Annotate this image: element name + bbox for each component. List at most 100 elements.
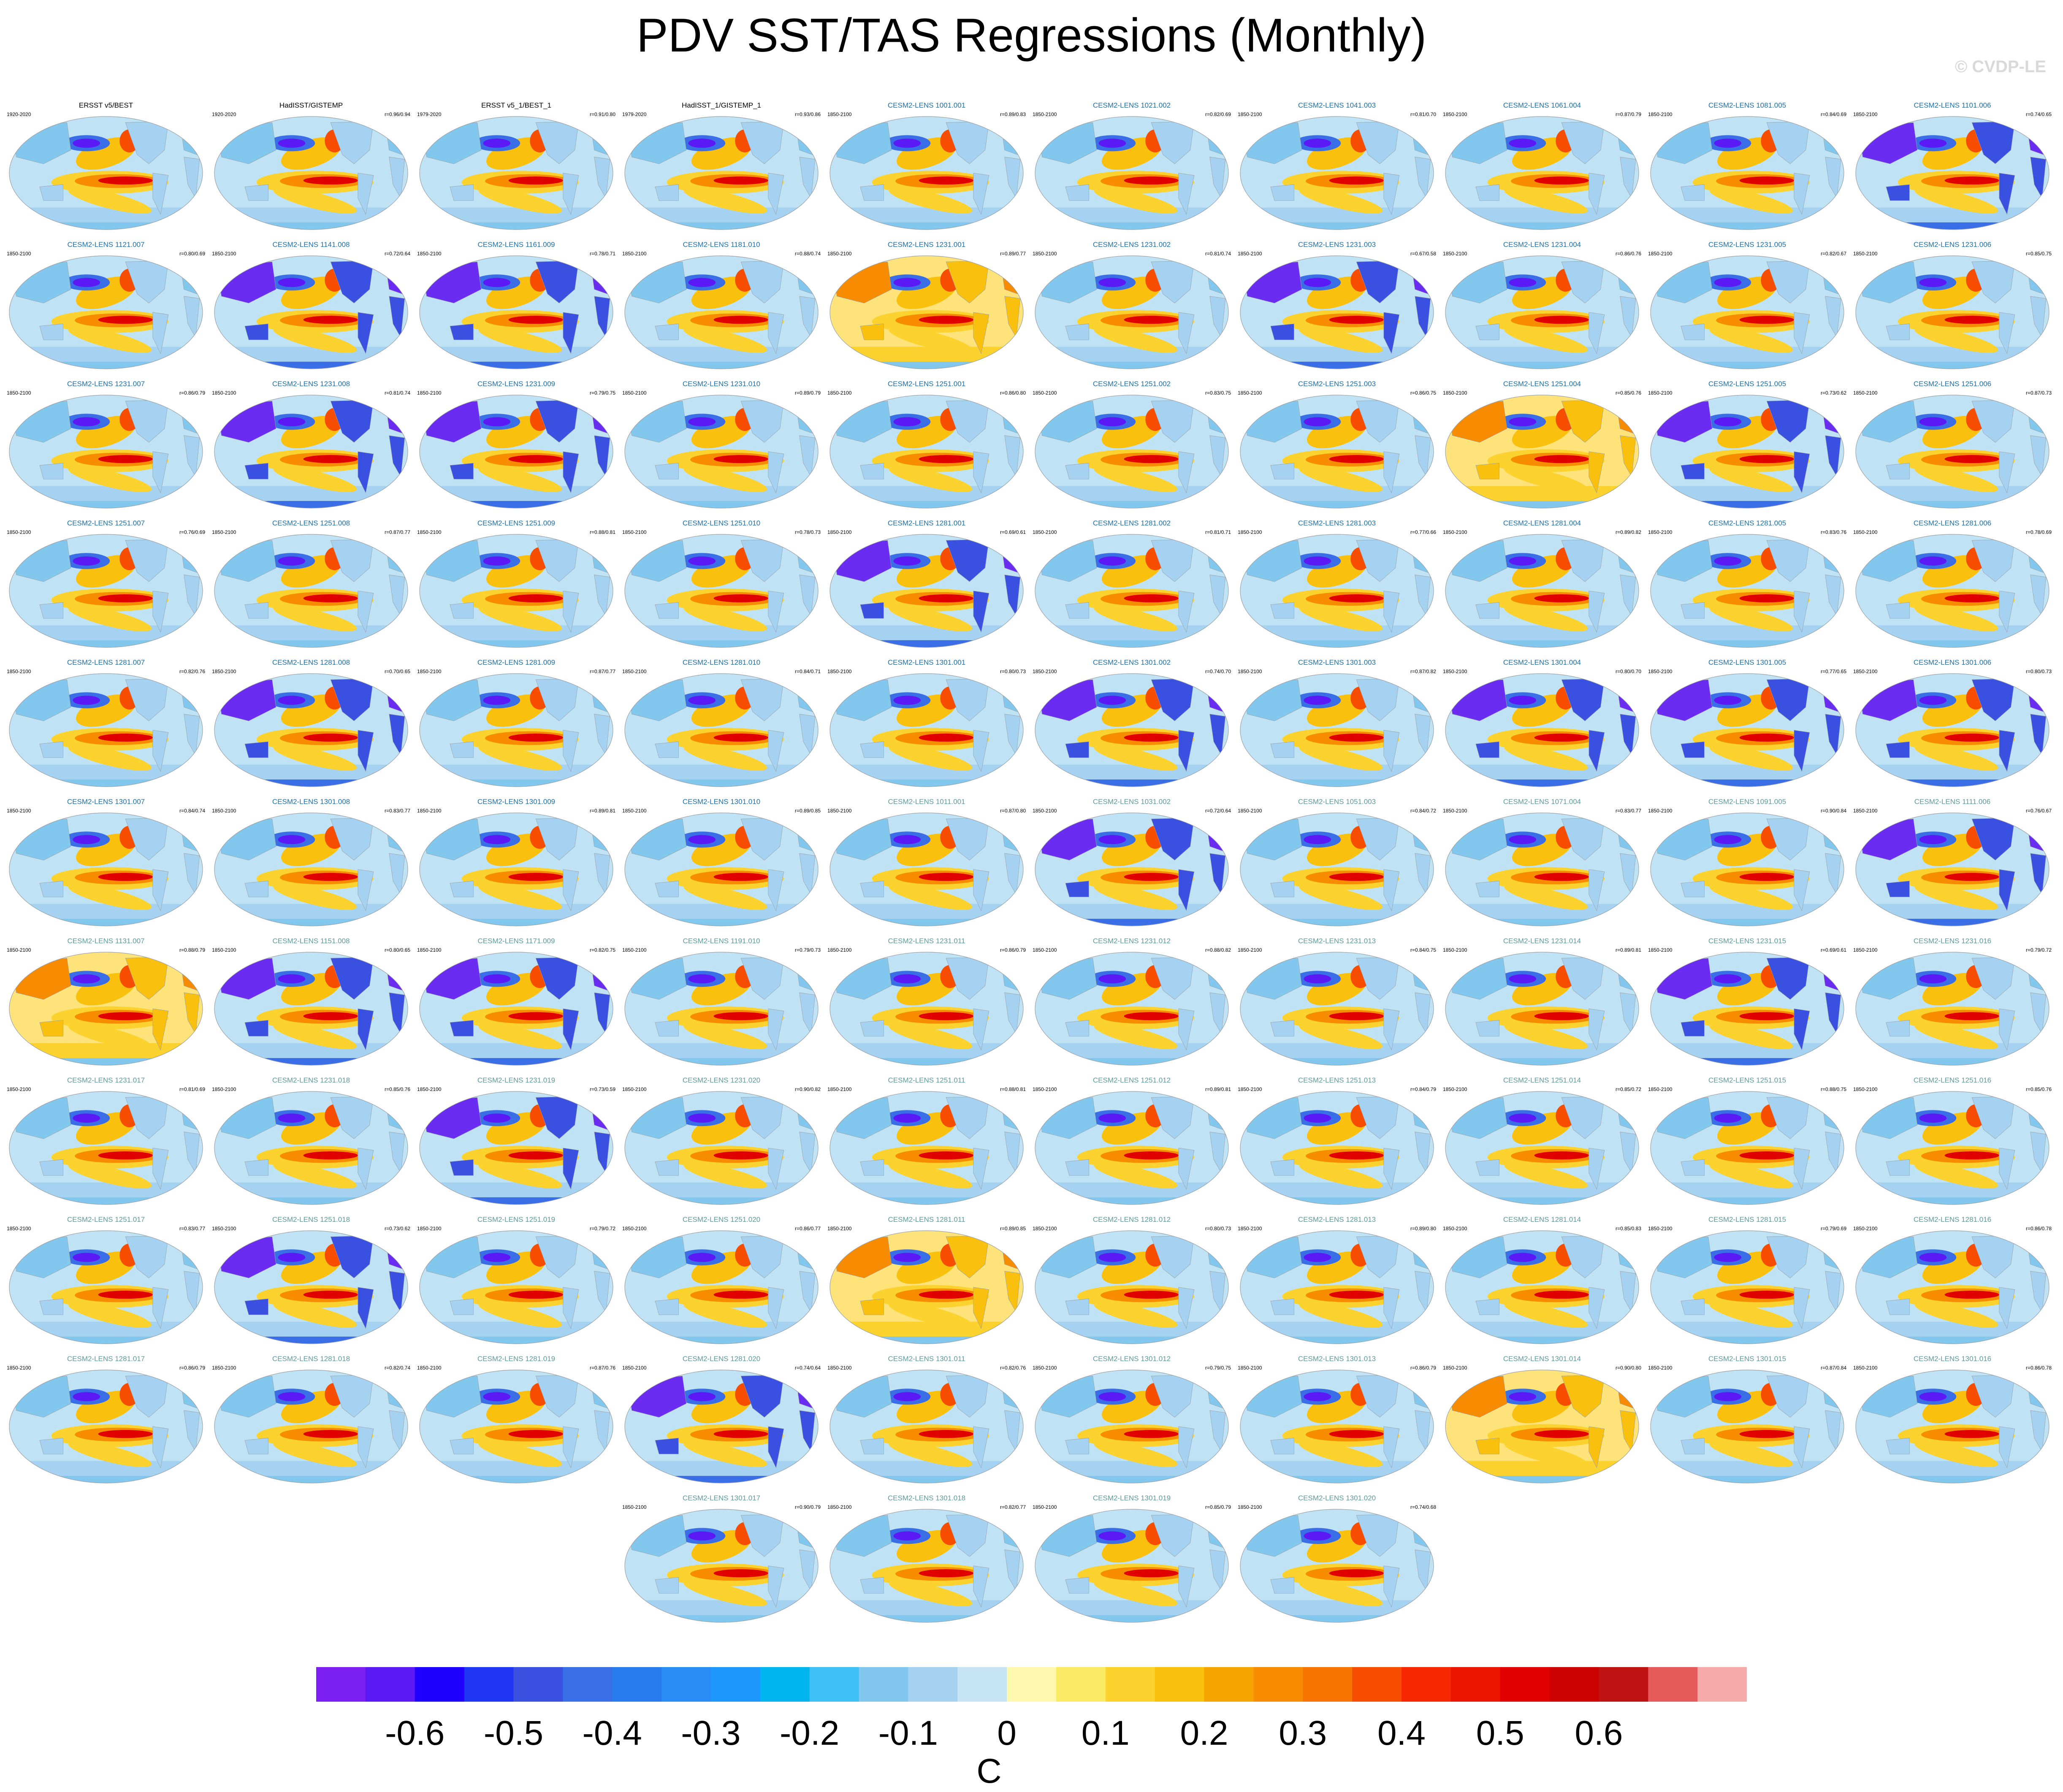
panel-title: CESM2-LENS 1231.008	[272, 380, 350, 388]
colorbar-tick-label: 0.3	[1279, 1714, 1327, 1752]
panel-period: 1850-2100	[1033, 808, 1057, 814]
panel-title: CESM2-LENS 1071.004	[1503, 798, 1581, 806]
map-field	[625, 395, 818, 508]
map-panel: CESM2-LENS 1281.005 1850-2100 r=0.83/0.76	[1646, 519, 1848, 654]
map-panel: CESM2-LENS 1251.009 1850-2100 r=0.88/0.81	[415, 519, 617, 654]
panel-pattern-correlation: r=0.89/0.83	[1000, 111, 1026, 117]
regression-map	[1240, 1091, 1434, 1205]
panel-pattern-correlation: r=0.74/0.64	[794, 1365, 821, 1371]
map-panel: CESM2-LENS 1281.004 1850-2100 r=0.89/0.82	[1441, 519, 1643, 654]
regression-map	[214, 952, 408, 1066]
map-panel: CESM2-LENS 1011.001 1850-2100 r=0.87/0.80	[826, 798, 1027, 933]
panel-pattern-correlation: r=0.81/0.69	[179, 1086, 205, 1092]
colorbar-box	[1500, 1667, 1550, 1702]
map-field	[625, 1231, 818, 1344]
panel-period: 1850-2100	[622, 1226, 647, 1232]
regression-map	[830, 1091, 1024, 1205]
regression-map	[1855, 255, 2049, 369]
panel-title: CESM2-LENS 1281.013	[1298, 1215, 1376, 1224]
panel-title: CESM2-LENS 1301.013	[1298, 1355, 1376, 1363]
panel-title: CESM2-LENS 1301.019	[1092, 1494, 1171, 1502]
regression-map	[1650, 1091, 1844, 1205]
colorbar-box	[1303, 1667, 1353, 1702]
regression-map	[1240, 812, 1434, 926]
map-panel: CESM2-LENS 1281.019 1850-2100 r=0.87/0.76	[415, 1355, 617, 1490]
panel-title: CESM2-LENS 1251.008	[272, 519, 350, 527]
panel-title: CESM2-LENS 1281.016	[1913, 1215, 1992, 1224]
panel-pattern-correlation: r=0.86/0.78	[2025, 1226, 2052, 1232]
panel-period: 1850-2100	[622, 1365, 647, 1371]
map-field	[9, 1091, 203, 1205]
map-panel: CESM2-LENS 1251.005 1850-2100 r=0.73/0.62	[1646, 380, 1848, 515]
map-panel: CESM2-LENS 1231.010 1850-2100 r=0.89/0.79	[621, 380, 822, 515]
regression-map	[214, 534, 408, 648]
map-field	[214, 952, 408, 1065]
panel-period: 1850-2100	[1853, 111, 1878, 117]
map-panel: CESM2-LENS 1231.013 1850-2100 r=0.84/0.75	[1236, 937, 1438, 1072]
panel-pattern-correlation: r=0.80/0.73	[2025, 669, 2052, 674]
panel-pattern-correlation: r=0.88/0.75	[1820, 1086, 1846, 1092]
panel-pattern-correlation: r=0.67/0.58	[1410, 251, 1436, 257]
panel-title: CESM2-LENS 1301.018	[887, 1494, 966, 1502]
map-field	[830, 952, 1023, 1065]
panel-title: CESM2-LENS 1231.003	[1298, 241, 1376, 249]
panel-pattern-correlation: r=0.79/0.75	[589, 390, 615, 396]
map-panel: CESM2-LENS 1301.012 1850-2100 r=0.79/0.75	[1031, 1355, 1233, 1490]
colorbar-box	[957, 1667, 1007, 1702]
regression-map	[1035, 395, 1229, 509]
map-panel: CESM2-LENS 1231.002 1850-2100 r=0.81/0.74	[1031, 241, 1233, 376]
panel-pattern-correlation: r=0.89/0.85	[1000, 1226, 1026, 1232]
map-panel: CESM2-LENS 1071.004 1850-2100 r=0.83/0.77	[1441, 798, 1643, 933]
colorbar-tick-label: 0.4	[1377, 1714, 1426, 1752]
figure-title: PDV SST/TAS Regressions (Monthly)	[636, 9, 1427, 62]
panel-title: CESM2-LENS 1031.002	[1092, 798, 1171, 806]
panel-period: 1850-2100	[1853, 390, 1878, 396]
map-panel: CESM2-LENS 1281.012 1850-2100 r=0.80/0.73	[1031, 1215, 1233, 1351]
map-panel: CESM2-LENS 1091.005 1850-2100 r=0.90/0.84	[1646, 798, 1848, 933]
panel-pattern-correlation: r=0.78/0.73	[794, 529, 821, 535]
regression-map	[1445, 255, 1639, 369]
panel-grid: ERSST v5/BEST 1920-2020 HadISST/GISTEMP 192…	[5, 101, 2052, 1629]
panel-title: CESM2-LENS 1021.002	[1092, 101, 1171, 109]
panel-period: 1850-2100	[1443, 669, 1467, 674]
panel-title: CESM2-LENS 1281.018	[272, 1355, 350, 1363]
panel-title: CESM2-LENS 1231.011	[888, 937, 965, 945]
map-field	[1240, 952, 1434, 1065]
panel-pattern-correlation: r=0.83/0.77	[179, 1226, 205, 1232]
regression-map	[624, 673, 819, 787]
panel-title: CESM2-LENS 1251.010	[682, 519, 761, 527]
map-panel: CESM2-LENS 1301.014 1850-2100 r=0.90/0.80	[1441, 1355, 1643, 1490]
map-panel: CESM2-LENS 1281.011 1850-2100 r=0.89/0.85	[826, 1215, 1027, 1351]
map-panel: CESM2-LENS 1281.010 1850-2100 r=0.84/0.71	[621, 658, 822, 793]
map-panel: CESM2-LENS 1121.007 1850-2100 r=0.80/0.69	[5, 241, 207, 376]
panel-pattern-correlation: r=0.84/0.74	[179, 808, 205, 814]
map-panel: CESM2-LENS 1231.011 1850-2100 r=0.86/0.79	[826, 937, 1027, 1072]
panel-period: 1850-2100	[417, 1086, 442, 1092]
panel-period: 1850-2100	[417, 390, 442, 396]
map-panel: CESM2-LENS 1301.019 1850-2100 r=0.85/0.79	[1031, 1494, 1233, 1629]
panel-pattern-correlation: r=0.73/0.59	[589, 1086, 615, 1092]
regression-map	[9, 395, 203, 509]
regression-map	[1650, 1230, 1844, 1344]
panel-period: 1850-2100	[1443, 1226, 1467, 1232]
regression-map	[419, 255, 613, 369]
panel-period: 1850-2100	[417, 808, 442, 814]
panel-title: CESM2-LENS 1231.005	[1708, 241, 1786, 249]
panel-pattern-correlation: r=0.89/0.82	[1615, 529, 1641, 535]
panel-pattern-correlation: r=0.85/0.72	[1615, 1086, 1641, 1092]
regression-map	[1650, 952, 1844, 1066]
panel-pattern-correlation: r=0.88/0.79	[179, 947, 205, 953]
map-panel: CESM2-LENS 1231.007 1850-2100 r=0.86/0.79	[5, 380, 207, 515]
watermark: © CVDP-LE	[1955, 57, 2046, 76]
regression-map	[1855, 395, 2049, 509]
panel-pattern-correlation: r=0.84/0.72	[1410, 808, 1436, 814]
regression-map	[9, 673, 203, 787]
regression-map	[419, 952, 613, 1066]
map-panel: CESM2-LENS 1281.001 1850-2100 r=0.69/0.61	[826, 519, 1027, 654]
panel-pattern-correlation: r=0.86/0.79	[179, 390, 205, 396]
panel-pattern-correlation: r=0.86/0.79	[1000, 947, 1026, 953]
map-panel: CESM2-LENS 1301.015 1850-2100 r=0.87/0.84	[1646, 1355, 1848, 1490]
panel-title: CESM2-LENS 1301.008	[272, 798, 350, 806]
panel-period: 1850-2100	[212, 1365, 236, 1371]
map-panel: CESM2-LENS 1231.018 1850-2100 r=0.85/0.76	[210, 1076, 412, 1211]
